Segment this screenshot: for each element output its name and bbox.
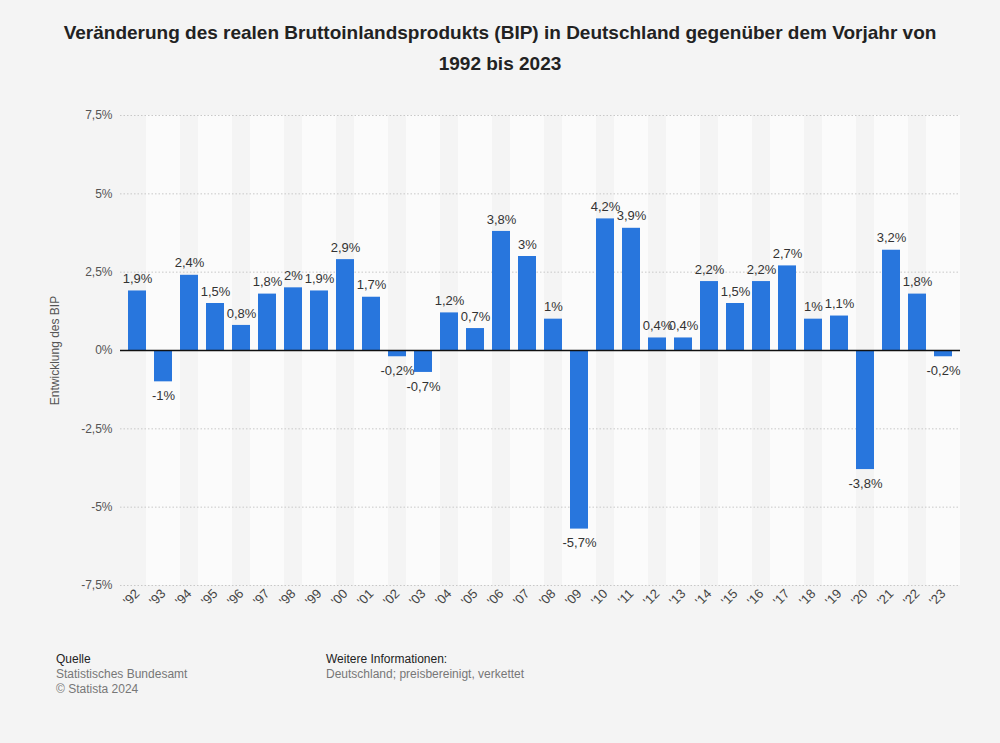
svg-text:'10: '10	[588, 586, 611, 609]
svg-text:'11: '11	[615, 586, 637, 608]
svg-text:2,9%: 2,9%	[331, 240, 361, 255]
svg-text:'15: '15	[718, 586, 741, 609]
svg-text:1,9%: 1,9%	[305, 271, 335, 286]
svg-text:'01: '01	[354, 586, 377, 609]
svg-text:-1%: -1%	[152, 388, 176, 403]
svg-text:3,9%: 3,9%	[617, 208, 647, 223]
svg-text:'18: '18	[796, 586, 819, 609]
html-text:© Statista 2024: © Statista 2024	[56, 682, 139, 696]
html-text:Veränderung des realen Bruttoi: Veränderung des realen Bruttoinlandsprod…	[63, 22, 937, 74]
svg-text:'05: '05	[458, 586, 481, 609]
svg-text:-0,2%: -0,2%	[927, 363, 961, 378]
svg-text:0,8%: 0,8%	[227, 306, 257, 321]
svg-text:1,1%: 1,1%	[825, 296, 855, 311]
svg-text:'06: '06	[484, 586, 507, 609]
svg-text:'20: '20	[848, 586, 871, 609]
svg-text:'98: '98	[276, 586, 299, 609]
svg-text:'08: '08	[536, 586, 559, 609]
svg-text:'02: '02	[380, 586, 403, 609]
html-text:Quelle: Quelle	[56, 652, 91, 666]
svg-text:-5%: -5%	[91, 500, 113, 514]
svg-text:0%: 0%	[95, 343, 113, 357]
svg-text:'04: '04	[432, 586, 455, 609]
svg-text:'93: '93	[146, 586, 169, 609]
svg-text:2%: 2%	[284, 268, 303, 283]
svg-text:'22: '22	[900, 586, 923, 609]
svg-text:-5,7%: -5,7%	[563, 535, 597, 550]
svg-text:1,9%: 1,9%	[123, 271, 153, 286]
svg-text:1,8%: 1,8%	[253, 274, 283, 289]
svg-text:1,2%: 1,2%	[435, 293, 465, 308]
svg-text:'03: '03	[406, 586, 429, 609]
svg-text:2,7%: 2,7%	[773, 246, 803, 261]
svg-text:7,5%: 7,5%	[85, 108, 113, 122]
svg-text:4,2%: 4,2%	[590, 199, 621, 215]
svg-text:1%: 1%	[804, 299, 823, 314]
svg-text:'12: '12	[640, 586, 663, 609]
svg-text:-2,5%: -2,5%	[81, 422, 113, 436]
svg-text:3%: 3%	[518, 237, 537, 252]
svg-text:'99: '99	[302, 586, 325, 609]
svg-text:-0,7%: -0,7%	[407, 379, 441, 394]
svg-text:'97: '97	[250, 586, 273, 609]
svg-text:0,7%: 0,7%	[461, 309, 491, 324]
svg-text:'94: '94	[172, 586, 195, 609]
svg-text:2,2%: 2,2%	[747, 262, 777, 277]
html-text:Deutschland; preisbereinigt, v: Deutschland; preisbereinigt, verkettet	[326, 667, 525, 681]
svg-text:-3,8%: -3,8%	[849, 476, 883, 491]
svg-text:'07: '07	[510, 586, 533, 609]
svg-text:-0,2%: -0,2%	[381, 363, 415, 378]
svg-text:0,4%: 0,4%	[669, 318, 699, 333]
svg-text:2,2%: 2,2%	[695, 262, 725, 277]
svg-text:'14: '14	[692, 586, 715, 609]
svg-text:'95: '95	[198, 586, 221, 609]
svg-text:1,7%: 1,7%	[357, 277, 387, 292]
svg-text:0,4%: 0,4%	[642, 318, 673, 334]
html-text:Weitere Informationen:: Weitere Informationen:	[326, 652, 448, 666]
html-text:Statistisches Bundesamt: Statistisches Bundesamt	[56, 667, 188, 681]
svg-text:3,2%: 3,2%	[877, 230, 907, 245]
svg-text:'23: '23	[926, 586, 949, 609]
svg-text:'00: '00	[328, 586, 351, 609]
svg-text:'96: '96	[224, 586, 247, 609]
svg-text:'13: '13	[666, 586, 689, 609]
svg-text:5%: 5%	[95, 187, 113, 201]
svg-text:'21: '21	[874, 586, 897, 609]
svg-text:1,5%: 1,5%	[201, 284, 231, 299]
svg-text:-7,5%: -7,5%	[81, 578, 113, 592]
svg-text:'16: '16	[744, 586, 767, 609]
svg-text:'17: '17	[770, 586, 793, 609]
svg-text:1,5%: 1,5%	[721, 284, 751, 299]
svg-text:2,4%: 2,4%	[175, 255, 205, 270]
svg-text:3,8%: 3,8%	[487, 212, 517, 227]
svg-text:2,5%: 2,5%	[85, 265, 113, 279]
svg-text:Entwicklung des BIP: Entwicklung des BIP	[48, 296, 62, 405]
svg-text:1%: 1%	[544, 299, 563, 314]
svg-text:1,8%: 1,8%	[903, 274, 933, 289]
svg-text:'09: '09	[562, 586, 585, 609]
svg-text:'92: '92	[120, 586, 143, 609]
svg-text:'19: '19	[822, 586, 845, 609]
